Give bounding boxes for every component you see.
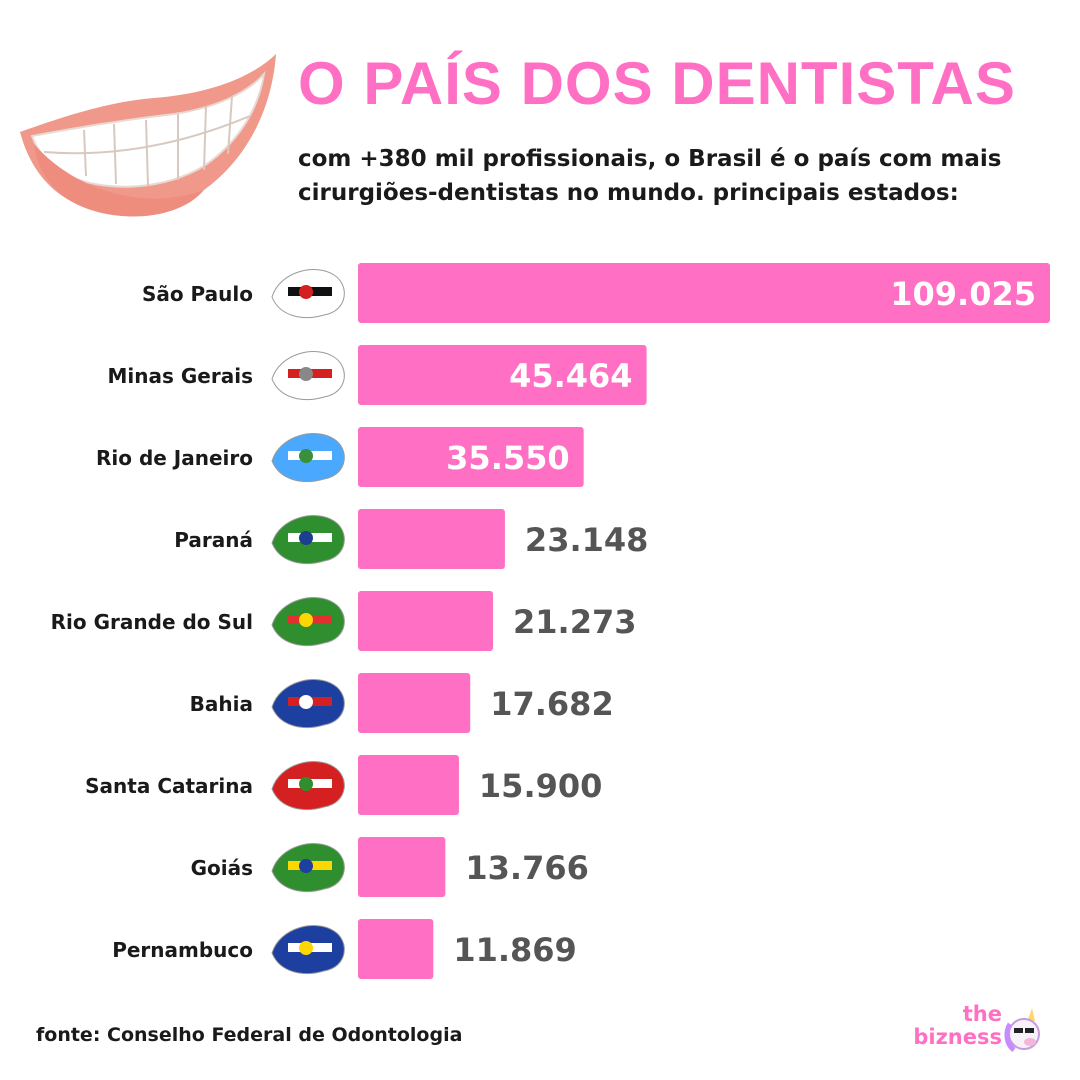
data-label: 15.900	[479, 767, 602, 805]
data-label: 13.766	[465, 849, 588, 887]
bar	[358, 591, 494, 651]
state-flag-map-icon	[271, 761, 345, 810]
category-label: Santa Catarina	[85, 774, 253, 798]
category-label: Rio Grande do Sul	[51, 610, 253, 634]
bar	[358, 673, 471, 733]
state-flag-map-icon	[271, 679, 345, 728]
state-flag-map-icon	[271, 843, 345, 892]
brand-line-1: the	[962, 1002, 1002, 1026]
state-flag-map-icon	[271, 597, 345, 646]
category-label: Goiás	[191, 856, 253, 880]
state-flag-map-icon	[271, 925, 345, 974]
unicorn-icon	[1004, 1008, 1040, 1052]
brand-line-2: bizness	[913, 1025, 1002, 1049]
category-label: Minas Gerais	[108, 364, 253, 388]
bar-chart: São Paulo 109.025 Minas Gerais 45.464 Rio de…	[51, 263, 1050, 979]
bar	[358, 509, 505, 569]
bar	[358, 755, 459, 815]
category-label: São Paulo	[142, 282, 253, 306]
bar	[358, 919, 434, 979]
state-flag-map-icon	[271, 515, 345, 564]
data-label: 45.464	[509, 357, 632, 395]
brand-logo: the bizness	[890, 1002, 1050, 1062]
bar	[358, 263, 1050, 323]
source-note: fonte: Conselho Federal de Odontologia	[36, 1024, 463, 1046]
smile-icon	[20, 54, 276, 217]
state-flag-map-icon	[271, 351, 345, 400]
category-label: Rio de Janeiro	[96, 446, 253, 470]
data-label: 35.550	[446, 439, 569, 477]
data-label: 17.682	[490, 685, 613, 723]
bar	[358, 837, 446, 897]
data-label: 23.148	[525, 521, 648, 559]
bar	[358, 427, 584, 487]
page-title: O PAÍS DOS DENTISTAS	[298, 50, 1016, 117]
category-label: Bahia	[190, 692, 253, 716]
category-label: Pernambuco	[112, 938, 253, 962]
data-label: 11.869	[453, 931, 576, 969]
data-label: 109.025	[890, 275, 1036, 313]
bar	[358, 345, 647, 405]
page-subtitle: com +380 mil profissionais, o Brasil é o…	[298, 146, 1002, 206]
state-flag-map-icon	[271, 269, 345, 318]
state-flag-map-icon	[271, 433, 345, 482]
category-label: Paraná	[174, 528, 253, 552]
data-label: 21.273	[513, 603, 636, 641]
